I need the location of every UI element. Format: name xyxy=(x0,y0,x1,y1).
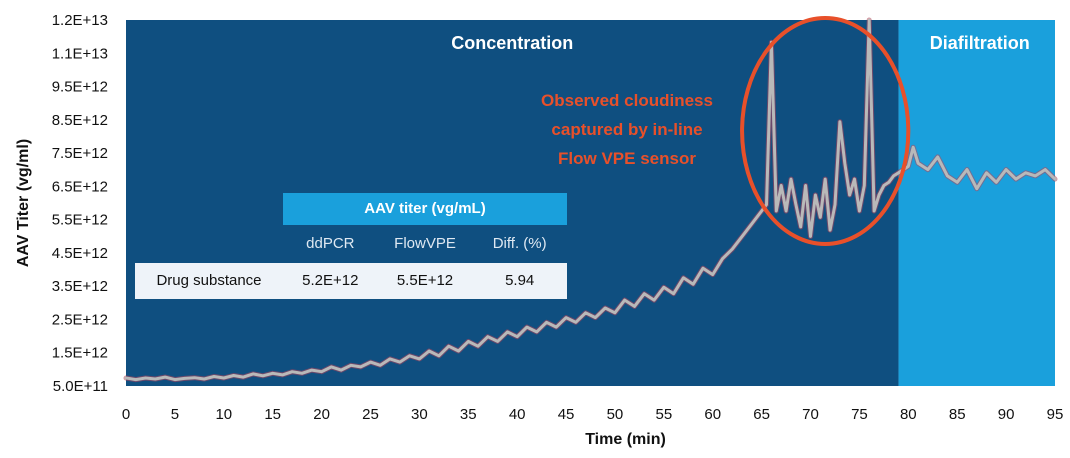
x-tick-label: 35 xyxy=(460,406,477,423)
table-cell-flowvpe: 5.5E+12 xyxy=(396,272,454,289)
y-axis-title: AAV Titer (vg/ml) xyxy=(15,139,32,267)
table-col-diff: Diff. (%) xyxy=(492,235,547,252)
y-tick-label: 5.0E+11 xyxy=(53,378,108,395)
x-tick-label: 20 xyxy=(313,406,330,423)
x-tick-label: 65 xyxy=(753,406,770,423)
x-tick-label: 90 xyxy=(998,406,1015,423)
annotation-text-line: captured by in-line xyxy=(551,120,702,139)
table-row-label: Drug substance xyxy=(156,272,262,289)
x-tick-label: 80 xyxy=(900,406,917,423)
x-tick-label: 60 xyxy=(704,406,721,423)
x-tick-label: 15 xyxy=(264,406,281,423)
series-line xyxy=(124,18,1057,382)
x-tick-label: 50 xyxy=(607,406,624,423)
x-tick-label: 85 xyxy=(949,406,966,423)
annotation-ellipse xyxy=(740,16,911,246)
region-band-diafiltration xyxy=(898,20,1055,386)
x-tick-label: 30 xyxy=(411,406,428,423)
x-tick-label: 5 xyxy=(171,406,179,423)
y-tick-label: 9.5E+12 xyxy=(52,79,108,96)
table-row: Drug substance 5.2E+12 5.5E+12 5.94 xyxy=(135,263,567,299)
table-cell-ddpcr: 5.2E+12 xyxy=(302,272,359,289)
y-tick-label: 2.5E+12 xyxy=(52,311,108,328)
x-tick-label: 0 xyxy=(122,406,130,423)
region-label-concentration: Concentration xyxy=(451,33,573,53)
y-tick-label: 1.5E+12 xyxy=(52,345,108,362)
y-tick-label: 4.5E+12 xyxy=(52,245,108,262)
x-tick-label: 70 xyxy=(802,406,819,423)
annotation-text-line: Flow VPE sensor xyxy=(558,149,696,168)
x-tick-label: 95 xyxy=(1047,406,1064,423)
y-tick-label: 1.2E+13 xyxy=(52,12,108,29)
x-tick-label: 25 xyxy=(362,406,379,423)
region-label-diafiltration: Diafiltration xyxy=(930,33,1030,53)
table-col-flowvpe: FlowVPE xyxy=(394,235,456,252)
x-tick-label: 55 xyxy=(655,406,672,423)
table-header-row: ddPCR FlowVPE Diff. (%) xyxy=(283,225,567,263)
y-tick-label: 3.5E+12 xyxy=(52,278,108,295)
x-tick-label: 40 xyxy=(509,406,526,423)
y-tick-label: 7.5E+12 xyxy=(52,145,108,162)
y-tick-label: 5.5E+12 xyxy=(52,212,108,229)
titer-table: AAV titer (vg/mL) ddPCR FlowVPE Diff. (%… xyxy=(135,193,567,299)
y-tick-label: 6.5E+12 xyxy=(52,178,108,195)
x-tick-label: 75 xyxy=(851,406,868,423)
y-tick-label: 8.5E+12 xyxy=(52,112,108,129)
table-title: AAV titer (vg/mL) xyxy=(283,193,567,225)
table-cell-diff: 5.94 xyxy=(505,272,535,289)
x-tick-label: 10 xyxy=(215,406,232,423)
x-tick-label: 45 xyxy=(558,406,575,423)
table-col-ddpcr: ddPCR xyxy=(306,235,355,252)
annotation-text-line: Observed cloudiness xyxy=(541,91,713,110)
y-tick-label: 1.1E+13 xyxy=(52,45,108,62)
x-axis-title: Time (min) xyxy=(585,431,666,448)
